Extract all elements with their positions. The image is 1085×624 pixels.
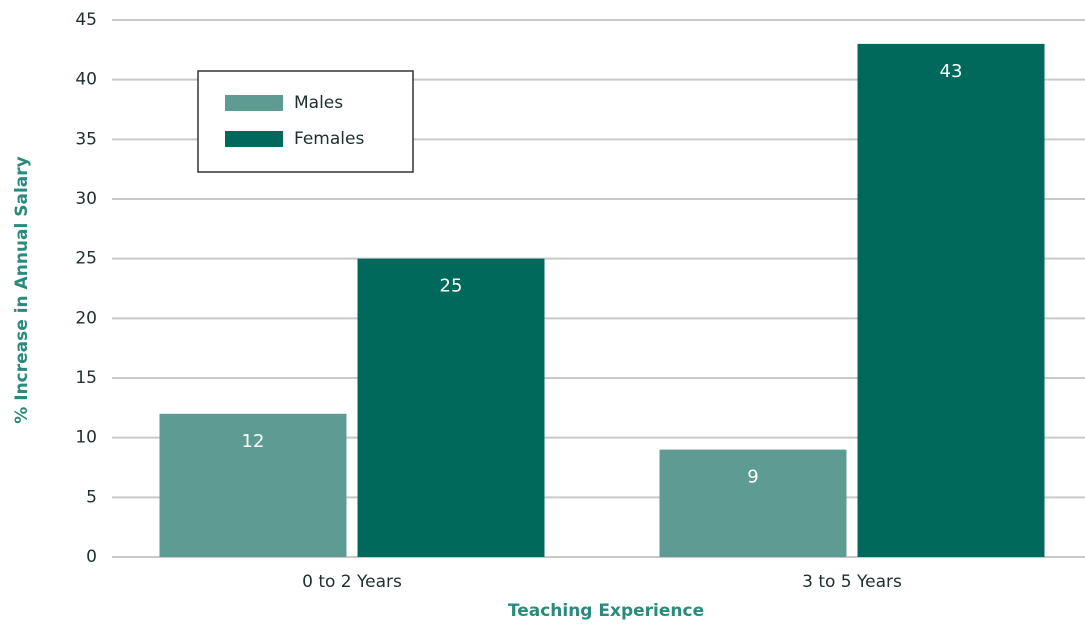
y-tick-label: 35 (75, 129, 97, 149)
y-tick-label: 25 (75, 249, 97, 269)
x-tick-label: 3 to 5 Years (802, 572, 902, 592)
legend-box (197, 70, 414, 173)
y-tick-label: 20 (75, 308, 97, 328)
y-tick-label: 30 (75, 189, 97, 209)
legend-swatch (225, 95, 283, 111)
bar (659, 449, 847, 557)
bar (857, 43, 1045, 558)
data-label: 43 (940, 61, 963, 82)
data-label: 12 (242, 431, 265, 452)
data-label: 25 (440, 276, 463, 297)
data-label: 9 (747, 467, 758, 488)
bar (357, 258, 545, 557)
x-tick-label: 0 to 2 Years (302, 572, 402, 592)
legend-label: Males (294, 93, 343, 113)
y-tick-label: 0 (86, 547, 97, 567)
y-tick-label: 10 (75, 428, 97, 448)
legend-label: Females (294, 129, 364, 149)
x-axis-title: Teaching Experience (508, 601, 704, 621)
y-tick-label: 45 (75, 10, 97, 30)
y-tick-label: 15 (75, 368, 97, 388)
legend-swatch (225, 131, 283, 147)
bar (159, 413, 347, 557)
y-axis-title: % Increase in Annual Salary (12, 156, 32, 423)
y-tick-label: 40 (75, 70, 97, 90)
y-tick-label: 5 (86, 487, 97, 507)
